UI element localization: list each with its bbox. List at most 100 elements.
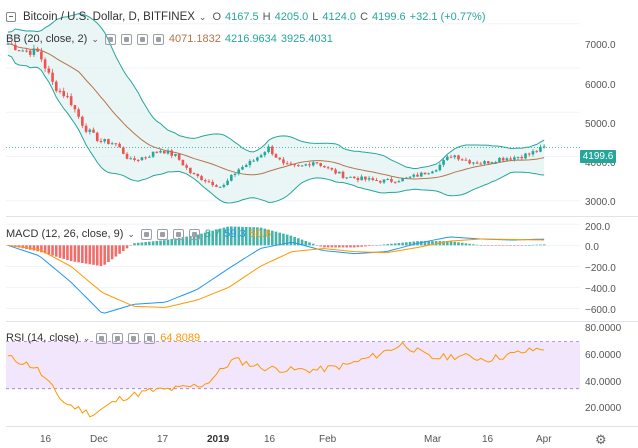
chevron-down-icon[interactable]: ⌄ bbox=[127, 228, 135, 239]
symbol-title[interactable]: Bitcoin / U.S. Dollar, D, BITFINEX bbox=[23, 11, 195, 23]
rsi-band bbox=[6, 341, 580, 389]
macd-histogram-bar bbox=[270, 230, 274, 246]
pane-divider[interactable] bbox=[6, 216, 638, 217]
candle-body bbox=[84, 125, 88, 132]
rsi-pane[interactable] bbox=[6, 324, 580, 424]
macd-histogram-bar bbox=[122, 245, 125, 252]
collapse-icon[interactable] bbox=[6, 12, 16, 22]
time-label: 16 bbox=[40, 434, 52, 445]
macd-histogram-bar bbox=[464, 243, 468, 246]
candle-body bbox=[218, 186, 222, 188]
more-icon[interactable] bbox=[152, 33, 164, 45]
settings-icon[interactable] bbox=[112, 332, 124, 344]
macd-histogram-bar bbox=[40, 245, 43, 253]
macd-histogram-bar bbox=[144, 242, 147, 246]
rsi-axis-label: 40.0000 bbox=[585, 377, 622, 388]
candle-body bbox=[434, 170, 438, 172]
macd-histogram-bar bbox=[315, 245, 319, 246]
macd-histogram-bar bbox=[516, 245, 520, 246]
macd-histogram-bar bbox=[408, 241, 412, 246]
settings-icon[interactable] bbox=[156, 228, 168, 240]
candle-body bbox=[330, 167, 334, 170]
candle-body bbox=[494, 161, 498, 163]
candle-body bbox=[405, 177, 408, 179]
close-icon[interactable] bbox=[128, 332, 140, 344]
candle-body bbox=[382, 179, 386, 183]
macd-histogram-bar bbox=[107, 245, 110, 263]
macd-histogram-bar bbox=[349, 245, 352, 248]
chevron-down-icon[interactable]: ⌄ bbox=[91, 33, 99, 44]
macd-histogram-bar bbox=[405, 242, 408, 246]
visibility-icon[interactable] bbox=[140, 228, 152, 240]
close-icon[interactable] bbox=[172, 228, 184, 240]
more-icon[interactable] bbox=[188, 228, 200, 240]
macd-histogram-bar bbox=[211, 230, 214, 246]
candle-body bbox=[222, 184, 226, 187]
macd-histogram-bar bbox=[334, 245, 337, 248]
visibility-icon[interactable] bbox=[104, 33, 116, 45]
chevron-down-icon[interactable]: ⌄ bbox=[82, 332, 91, 343]
price-pane[interactable] bbox=[6, 6, 580, 214]
candle-body bbox=[125, 153, 129, 159]
rsi-value: 64.8089 bbox=[160, 332, 201, 344]
bb-label[interactable]: BB (20, close, 2) bbox=[6, 33, 88, 45]
settings-icon[interactable] bbox=[120, 33, 132, 45]
candle-body bbox=[509, 158, 512, 160]
macd-histogram-bar bbox=[297, 238, 300, 246]
candle-body bbox=[36, 48, 39, 52]
candle-body bbox=[438, 164, 442, 171]
macd-histogram-bar bbox=[364, 245, 367, 247]
high-value: 4205.0 bbox=[274, 11, 309, 23]
macd-histogram-bar bbox=[28, 245, 32, 250]
candle-body bbox=[177, 154, 181, 160]
candle-body bbox=[423, 172, 427, 175]
gear-icon[interactable]: ⚙ bbox=[595, 432, 607, 447]
close-icon[interactable] bbox=[136, 33, 148, 45]
candle-body bbox=[490, 162, 494, 164]
macd-histogram-bar bbox=[54, 245, 58, 257]
macd-histogram-bar bbox=[352, 245, 356, 248]
candle-body bbox=[32, 48, 36, 55]
macd-histogram-bar bbox=[36, 245, 39, 252]
pane-divider[interactable] bbox=[6, 321, 638, 322]
candle-body bbox=[297, 165, 300, 167]
chevron-down-icon[interactable]: ⌄ bbox=[198, 11, 207, 22]
macd-histogram-bar bbox=[539, 244, 542, 246]
candle-body bbox=[375, 180, 378, 182]
macd-histogram-bar bbox=[382, 244, 386, 246]
candle-body bbox=[151, 151, 155, 157]
price-chart[interactable] bbox=[6, 6, 580, 214]
macd-axis-label: 200.0 bbox=[585, 222, 611, 233]
macd-histogram-bar bbox=[162, 240, 166, 246]
macd-signal-value: 50.6 bbox=[249, 228, 272, 240]
macd-label[interactable]: MACD (12, 26, close, 9) bbox=[6, 228, 124, 240]
candle-body bbox=[468, 160, 471, 164]
open-key: O bbox=[212, 11, 222, 23]
candle-body bbox=[300, 165, 304, 167]
candle-body bbox=[412, 174, 416, 177]
candle-body bbox=[144, 157, 147, 159]
macd-histogram-bar bbox=[326, 245, 330, 248]
candle-body bbox=[133, 158, 136, 161]
candle-body bbox=[442, 160, 445, 165]
macd-pane[interactable] bbox=[6, 219, 580, 319]
more-icon[interactable] bbox=[144, 332, 156, 344]
macd-histogram-bar bbox=[256, 227, 259, 246]
time-axis[interactable]: 16 Dec 17 2019 16 Feb Mar 16 Apr bbox=[6, 428, 580, 446]
candle-body bbox=[386, 178, 390, 180]
candle-body bbox=[315, 162, 319, 164]
macd-histogram-bar bbox=[427, 241, 430, 246]
macd-histogram-bar bbox=[103, 245, 106, 265]
macd-histogram-bar bbox=[274, 231, 278, 246]
macd-histogram-bar bbox=[47, 245, 51, 255]
rsi-label[interactable]: RSI (14, close) bbox=[6, 332, 79, 344]
macd-chart[interactable] bbox=[6, 219, 580, 319]
macd-histogram-bar bbox=[442, 241, 445, 246]
macd-histogram-bar bbox=[319, 245, 322, 247]
candle-body bbox=[408, 176, 412, 178]
rsi-chart[interactable] bbox=[6, 324, 580, 424]
macd-histogram-bar bbox=[215, 229, 218, 246]
visibility-icon[interactable] bbox=[96, 332, 108, 344]
candle-body bbox=[233, 173, 237, 175]
candle-body bbox=[326, 167, 330, 169]
